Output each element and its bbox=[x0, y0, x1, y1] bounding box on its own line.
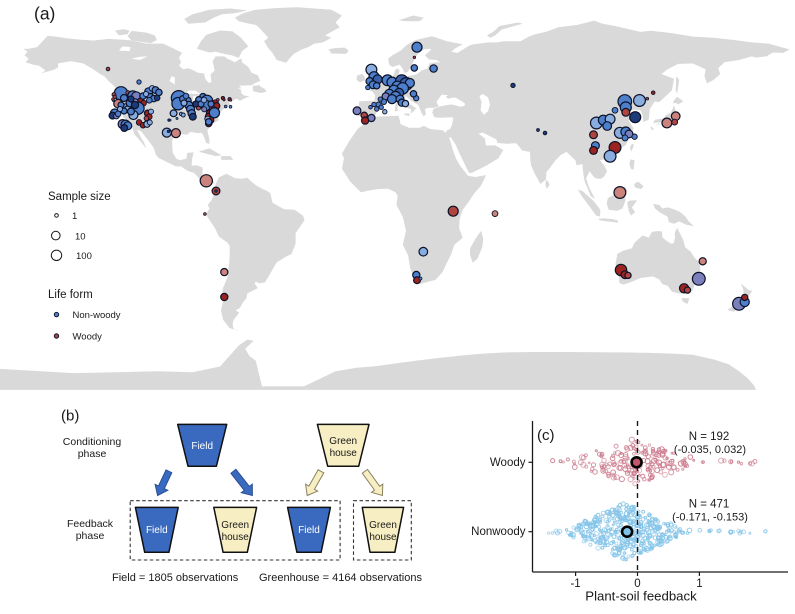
svg-text:Conditioning: Conditioning bbox=[63, 436, 122, 448]
svg-text:Nonwoody: Nonwoody bbox=[471, 526, 526, 538]
svg-text:Feedback: Feedback bbox=[67, 518, 114, 530]
svg-text:1: 1 bbox=[696, 578, 702, 590]
svg-text:100: 100 bbox=[76, 251, 92, 262]
svg-text:house: house bbox=[369, 532, 397, 543]
svg-text:-1: -1 bbox=[570, 578, 580, 590]
svg-text:Plant-soil feedback: Plant-soil feedback bbox=[585, 589, 697, 604]
svg-text:house: house bbox=[330, 448, 358, 459]
svg-text:Non-woody: Non-woody bbox=[73, 310, 121, 321]
svg-text:N = 192: N = 192 bbox=[689, 431, 730, 443]
svg-text:Green: Green bbox=[329, 436, 357, 447]
svg-text:Field: Field bbox=[298, 525, 320, 536]
svg-text:Green: Green bbox=[221, 520, 249, 531]
svg-text:(b): (b) bbox=[61, 408, 79, 425]
svg-text:N = 471: N = 471 bbox=[689, 499, 730, 511]
svg-text:Field: Field bbox=[191, 441, 213, 452]
svg-text:(a): (a) bbox=[34, 4, 55, 24]
svg-text:phase: phase bbox=[78, 448, 107, 460]
svg-text:Greenhouse = 4164 observations: Greenhouse = 4164 observations bbox=[259, 572, 422, 584]
svg-text:1: 1 bbox=[72, 211, 77, 222]
svg-text:10: 10 bbox=[75, 231, 86, 242]
svg-text:Green: Green bbox=[369, 520, 397, 531]
svg-text:(c): (c) bbox=[537, 427, 555, 444]
svg-text:0: 0 bbox=[634, 578, 640, 590]
svg-text:Life form: Life form bbox=[48, 289, 93, 301]
svg-text:house: house bbox=[222, 532, 250, 543]
svg-text:(-0.035, 0.032): (-0.035, 0.032) bbox=[674, 444, 746, 456]
svg-text:(-0.171, -0.153): (-0.171, -0.153) bbox=[672, 512, 748, 524]
svg-text:Woody: Woody bbox=[490, 457, 526, 469]
svg-text:Field = 1805 observations: Field = 1805 observations bbox=[112, 572, 239, 584]
svg-text:Field: Field bbox=[146, 525, 168, 536]
svg-text:phase: phase bbox=[76, 530, 105, 542]
svg-text:Sample size: Sample size bbox=[48, 191, 111, 203]
svg-text:Woody: Woody bbox=[73, 331, 103, 342]
